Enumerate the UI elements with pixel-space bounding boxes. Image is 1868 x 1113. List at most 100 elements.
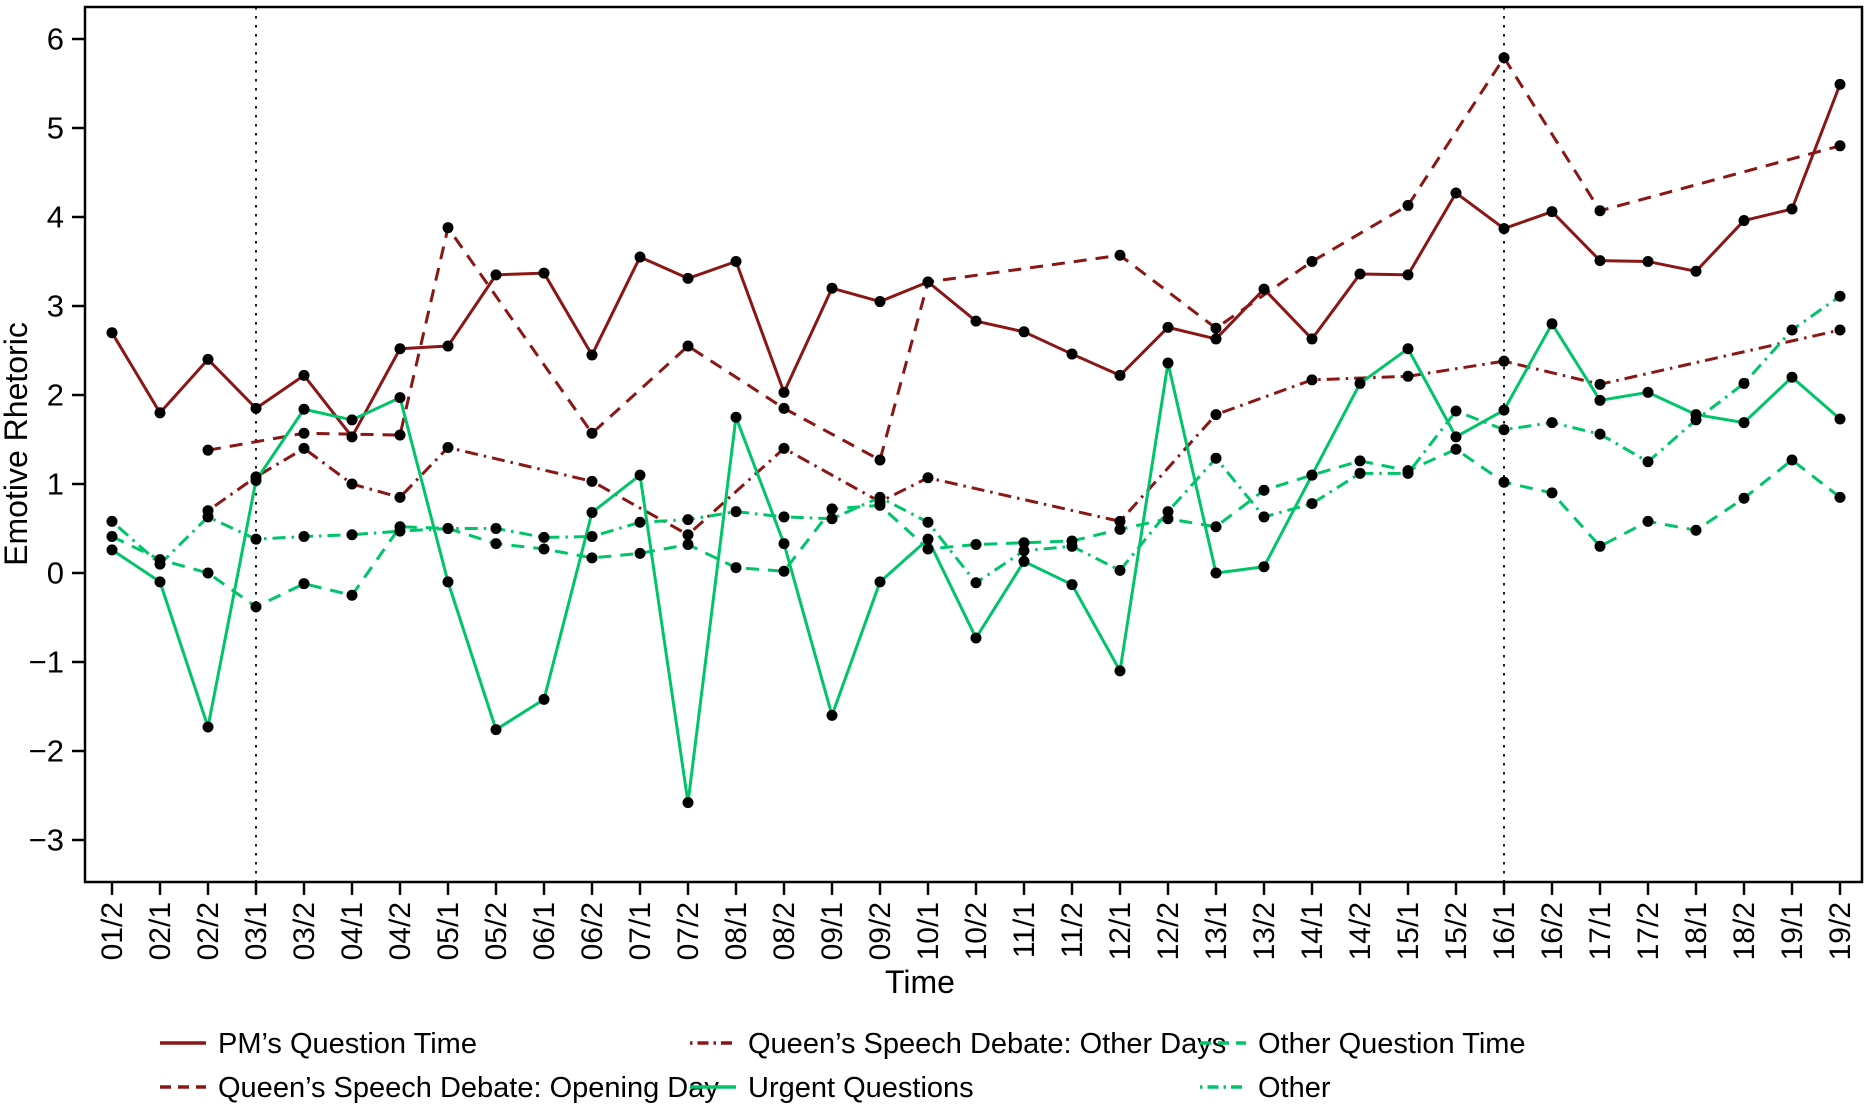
data-point — [106, 515, 118, 527]
data-point — [1834, 140, 1846, 152]
data-point — [1450, 431, 1462, 443]
data-point — [1354, 455, 1366, 467]
y-tick-label: −3 — [29, 823, 64, 858]
data-point — [778, 442, 790, 454]
data-point — [1114, 369, 1126, 381]
x-tick-label: 17/2 — [1632, 902, 1665, 960]
data-point — [490, 538, 502, 550]
x-tick-label: 02/2 — [192, 902, 225, 960]
x-tick-label: 12/2 — [1152, 902, 1185, 960]
data-point — [1594, 540, 1606, 552]
data-point — [394, 392, 406, 404]
data-point — [298, 427, 310, 439]
data-point — [1786, 371, 1798, 383]
data-point — [1018, 537, 1030, 549]
data-point — [874, 499, 886, 511]
data-point — [1786, 324, 1798, 336]
legend-label: Queen’s Speech Debate: Other Days — [748, 1028, 1226, 1060]
data-point — [538, 267, 550, 279]
series-line-solid-8B1616 — [110, 83, 1842, 439]
data-point — [250, 402, 262, 414]
x-tick-label: 03/1 — [240, 902, 273, 960]
x-tick-label: 04/2 — [384, 902, 417, 960]
x-tick-label: 11/1 — [1008, 902, 1041, 958]
data-point — [1738, 492, 1750, 504]
data-point — [1210, 322, 1222, 334]
data-point — [1162, 321, 1174, 333]
data-point — [154, 576, 166, 588]
data-point — [586, 349, 598, 361]
data-point — [298, 442, 310, 454]
data-point — [346, 431, 358, 443]
data-point — [922, 472, 934, 484]
data-point — [1690, 414, 1702, 426]
data-point — [778, 565, 790, 577]
y-tick-label: 1 — [47, 467, 64, 502]
data-point — [1786, 203, 1798, 215]
x-tick-label: 02/1 — [144, 902, 177, 960]
data-point — [1834, 78, 1846, 90]
y-tick-label: 0 — [47, 556, 64, 591]
data-point — [1546, 318, 1558, 330]
data-point — [298, 531, 310, 543]
legend-label: PM’s Question Time — [218, 1028, 477, 1060]
data-point — [1306, 469, 1318, 481]
data-point — [1306, 374, 1318, 386]
series-lines — [110, 56, 1842, 805]
data-point — [778, 402, 790, 414]
x-tick-label: 19/1 — [1776, 902, 1809, 960]
data-point — [1594, 255, 1606, 267]
data-point — [586, 427, 598, 439]
series-line-dashdot-8B1616 — [207, 328, 1841, 537]
data-point — [1114, 564, 1126, 576]
data-point — [874, 296, 886, 308]
x-tick-label: 13/1 — [1200, 902, 1233, 960]
data-point — [1402, 269, 1414, 281]
data-point — [1114, 665, 1126, 677]
data-point — [202, 721, 214, 733]
data-point — [682, 529, 694, 541]
data-point — [1834, 290, 1846, 302]
data-point — [586, 552, 598, 564]
y-tick-label: −2 — [29, 734, 64, 769]
data-point — [1834, 491, 1846, 503]
data-point — [1594, 428, 1606, 440]
data-point — [1546, 206, 1558, 218]
data-point — [154, 407, 166, 419]
y-tick-label: 5 — [47, 111, 64, 146]
data-point — [1114, 249, 1126, 261]
data-point — [1306, 256, 1318, 267]
legend-label: Urgent Questions — [748, 1072, 974, 1104]
data-point — [1210, 452, 1222, 464]
data-point — [1114, 523, 1126, 535]
data-point — [1018, 545, 1030, 557]
x-tick-label: 15/2 — [1440, 902, 1473, 960]
data-point — [778, 538, 790, 550]
data-point — [922, 276, 934, 288]
data-point — [826, 503, 838, 515]
data-point — [682, 514, 694, 526]
x-tick-label: 19/2 — [1824, 902, 1857, 960]
y-tick-label: −1 — [29, 645, 64, 680]
data-point — [442, 222, 454, 234]
data-point — [202, 511, 214, 523]
data-point — [970, 539, 982, 551]
data-point — [634, 469, 646, 481]
x-tick-label: 14/1 — [1296, 902, 1329, 960]
data-point — [1402, 343, 1414, 355]
data-point — [970, 577, 982, 589]
legend: PM’s Question Time Queen’s Speech Debate:… — [160, 1028, 1526, 1104]
data-point — [874, 454, 886, 466]
data-point — [634, 516, 646, 528]
data-point — [1210, 567, 1222, 579]
data-point — [1018, 326, 1030, 338]
data-point — [490, 523, 502, 534]
data-point — [682, 539, 694, 551]
data-point — [1402, 370, 1414, 382]
data-point — [1402, 467, 1414, 479]
data-point — [1066, 348, 1078, 360]
axes: 6 5 4 3 2 1 0 −1 −2 −3 01/2 02/1 02/2 03/1 03/2 04/1 04/… — [29, 5, 1864, 960]
data-point — [346, 414, 358, 426]
x-tick-label: 09/1 — [816, 902, 849, 960]
